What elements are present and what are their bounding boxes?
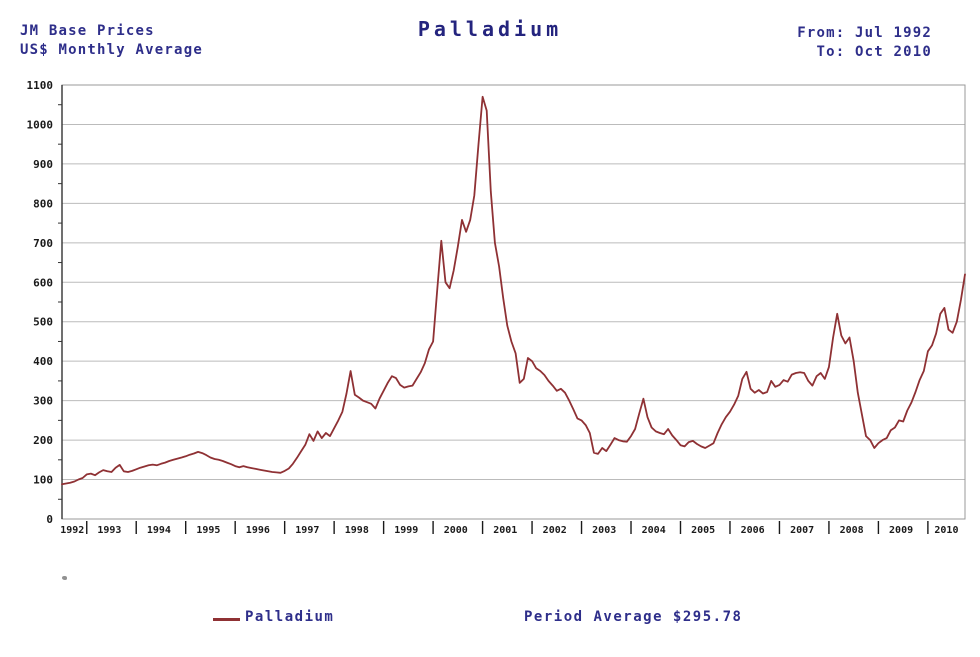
x-year-label: 2010 <box>934 525 958 536</box>
x-year-label: 2003 <box>592 525 616 536</box>
x-year-label: 1998 <box>345 525 369 536</box>
x-year-label: 2002 <box>543 525 567 536</box>
x-year-label: 1999 <box>394 525 418 536</box>
source-line1: JM Base Prices <box>20 23 155 39</box>
x-year-label: 2000 <box>444 525 468 536</box>
range-from-label: From: Jul 1992 <box>797 25 932 41</box>
y-tick-label: 200 <box>33 434 53 447</box>
source-caption: JM Base Prices US$ Monthly Average <box>20 22 203 60</box>
y-tick-label: 400 <box>33 355 53 368</box>
x-year-label: 2001 <box>493 525 517 536</box>
y-tick-label: 800 <box>33 197 53 210</box>
x-year-label: 1993 <box>97 525 121 536</box>
x-year-label: 1997 <box>295 525 319 536</box>
range-to-label: To: Oct 2010 <box>816 44 932 60</box>
source-line2: US$ Monthly Average <box>20 42 203 58</box>
plot-frame <box>61 84 966 520</box>
palladium-price-line <box>61 95 966 486</box>
x-year-label: 2009 <box>889 525 913 536</box>
y-tick-label: 0 <box>46 513 53 526</box>
x-year-label: 2004 <box>642 525 666 536</box>
y-tick-label: 100 <box>33 474 53 487</box>
legend-line-swatch-icon <box>213 618 240 621</box>
date-range-caption: From: Jul 1992 To: Oct 2010 <box>797 24 932 62</box>
y-tick-label: 300 <box>33 395 53 408</box>
y-tick-label: 700 <box>33 237 53 250</box>
x-year-label: 2006 <box>741 525 765 536</box>
x-year-label: 2007 <box>790 525 814 536</box>
y-tick-label: 1100 <box>27 79 54 92</box>
x-year-label: 1996 <box>246 525 270 536</box>
x-year-label: 1992 <box>60 525 84 536</box>
period-average-label: Period Average $295.78 <box>524 609 743 625</box>
y-tick-label: 1000 <box>27 118 54 131</box>
x-year-label: 2005 <box>691 525 715 536</box>
legend-series-label: Palladium <box>245 609 335 625</box>
y-tick-label: 900 <box>33 158 53 171</box>
x-year-label: 1995 <box>196 525 220 536</box>
price-chart: 0 100 200 300 400 500 600 700 800 900 1000 1100 1992… <box>27 79 966 536</box>
y-tick-label: 600 <box>33 276 53 289</box>
page-title: Palladium <box>417 17 563 41</box>
stray-mark <box>62 576 67 580</box>
y-tick-label: 500 <box>33 316 53 329</box>
legend: Palladium Period Average $295.78 <box>0 606 980 636</box>
x-year-label: 1994 <box>147 525 171 536</box>
x-year-label: 2008 <box>840 525 864 536</box>
